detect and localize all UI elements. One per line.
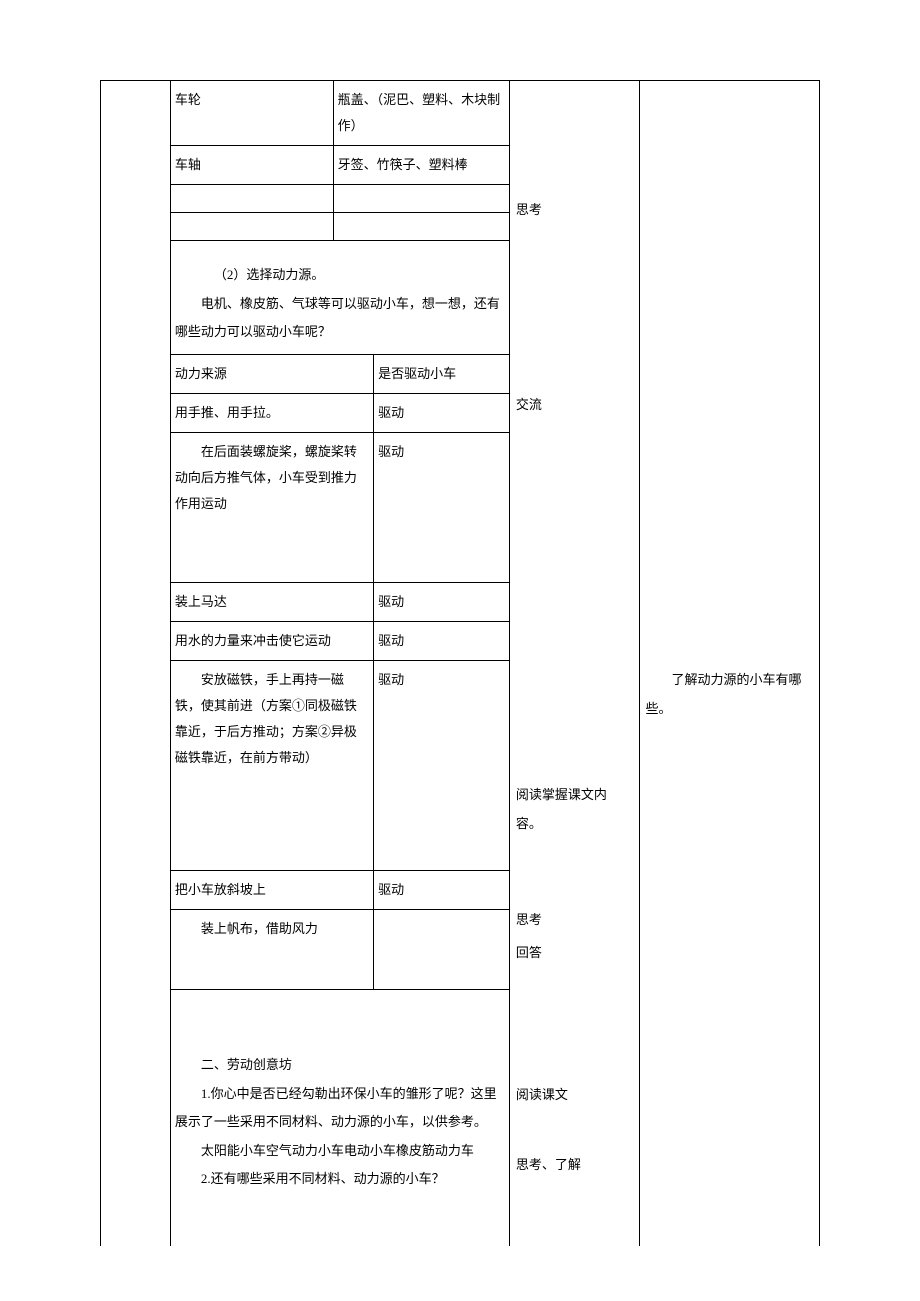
- cell-material: [333, 213, 509, 241]
- activity-label: 回答: [510, 939, 548, 968]
- cell-drive: 驱动: [374, 394, 509, 433]
- cell-source: 把小车放斜坡上: [171, 871, 374, 910]
- cell-material: [333, 185, 509, 213]
- student-activity-column: 思考 交流 阅读掌握课文内容。 思考 回答 阅读课文 思考、了解: [510, 81, 640, 1246]
- activity-label: 思考、了解: [510, 1151, 587, 1180]
- table-row: 车轮 瓶盖、（泥巴、塑料、木块制作）: [171, 81, 509, 146]
- cell-part: 车轮: [171, 81, 333, 146]
- cell-part: 车轴: [171, 146, 333, 185]
- activity-label: 思考: [510, 196, 548, 225]
- cell-material: 瓶盖、（泥巴、塑料、木块制作）: [333, 81, 509, 146]
- cell-source: 在后面装螺旋桨，螺旋桨转动向后方推气体，小车受到推力作用运动: [171, 433, 374, 583]
- paragraph-text: 1.你心中是否已经勾勒出环保小车的雏形了呢？这里展示了一些采用不同材料、动力源的…: [175, 1080, 505, 1137]
- cell-source: 装上马达: [171, 583, 374, 622]
- subheading-power-source: （2）选择动力源。: [175, 261, 505, 290]
- cell-source: 装上帆布，借助风力: [171, 910, 374, 990]
- outer-grid: 车轮 瓶盖、（泥巴、塑料、木块制作） 车轴 牙签、竹筷子、塑料棒: [101, 81, 819, 1246]
- activity-label: 阅读掌握课文内容。: [510, 781, 639, 838]
- table-row: [171, 213, 509, 241]
- cell-source: 安放磁铁，手上再持一磁铁，使其前进（方案①同极磁铁靠近，于后方推动；方案②异极磁…: [171, 661, 374, 871]
- activity-label: 交流: [510, 391, 548, 420]
- table-row: 把小车放斜坡上 驱动: [171, 871, 509, 910]
- notes-column: 了解动力源的小车有哪些。: [640, 81, 820, 1246]
- paragraph-text: 电机、橡皮筋、气球等可以驱动小车，想一想，还有哪些动力可以驱动小车呢？: [175, 290, 505, 347]
- cell-drive: 驱动: [374, 433, 509, 583]
- table-row: 在后面装螺旋桨，螺旋桨转动向后方推气体，小车受到推力作用运动 驱动: [171, 433, 509, 583]
- cell-drive: 驱动: [374, 661, 509, 871]
- header-drive: 是否驱动小车: [374, 355, 509, 394]
- materials-table: 车轮 瓶盖、（泥巴、塑料、木块制作） 车轴 牙签、竹筷子、塑料棒: [171, 81, 509, 241]
- table-row: [171, 185, 509, 213]
- lesson-plan-page: 车轮 瓶盖、（泥巴、塑料、木块制作） 车轴 牙签、竹筷子、塑料棒: [100, 80, 820, 1246]
- cell-drive: [374, 910, 509, 990]
- subheading-creative: 二、劳动创意坊: [175, 1051, 505, 1080]
- cell-part: [171, 185, 333, 213]
- paragraph-text: 2.还有哪些采用不同材料、动力源的小车？: [175, 1165, 505, 1194]
- cell-drive: 驱动: [374, 622, 509, 661]
- table-row: 用水的力量来冲击使它运动 驱动: [171, 622, 509, 661]
- cell-source: 用水的力量来冲击使它运动: [171, 622, 374, 661]
- table-row: 用手推、用手拉。 驱动: [171, 394, 509, 433]
- header-source: 动力来源: [171, 355, 374, 394]
- power-source-table: 动力来源 是否驱动小车 用手推、用手拉。 驱动 在后面装螺旋桨，螺旋桨转动向后方…: [171, 354, 509, 990]
- main-content-column: 车轮 瓶盖、（泥巴、塑料、木块制作） 车轴 牙签、竹筷子、塑料棒: [171, 81, 510, 1246]
- cell-drive: 驱动: [374, 583, 509, 622]
- table-row: 安放磁铁，手上再持一磁铁，使其前进（方案①同极磁铁靠近，于后方推动；方案②异极磁…: [171, 661, 509, 871]
- activity-label: 阅读课文: [510, 1081, 574, 1110]
- cell-material: 牙签、竹筷子、塑料棒: [333, 146, 509, 185]
- table-row: 装上帆布，借助风力: [171, 910, 509, 990]
- table-row: 装上马达 驱动: [171, 583, 509, 622]
- cell-source: 用手推、用手拉。: [171, 394, 374, 433]
- cell-drive: 驱动: [374, 871, 509, 910]
- table-header-row: 动力来源 是否驱动小车: [171, 355, 509, 394]
- label-column: [101, 81, 171, 1246]
- activity-label: 思考: [510, 906, 548, 935]
- note-text: 了解动力源的小车有哪些。: [640, 666, 820, 723]
- table-row: 车轴 牙签、竹筷子、塑料棒: [171, 146, 509, 185]
- cell-part: [171, 213, 333, 241]
- paragraph-text: 太阳能小车空气动力小车电动小车橡皮筋动力车: [175, 1137, 505, 1166]
